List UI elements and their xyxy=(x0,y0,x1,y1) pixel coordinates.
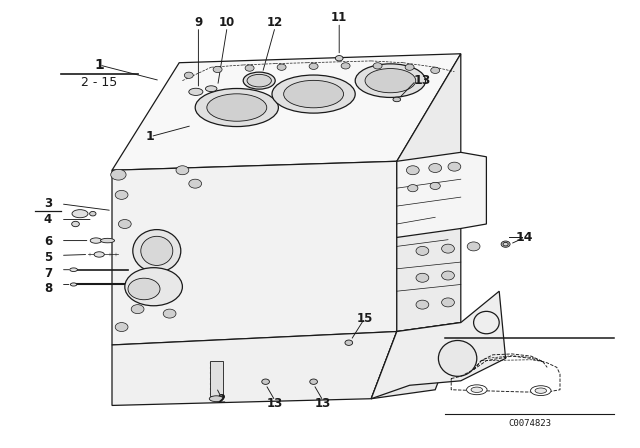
Ellipse shape xyxy=(70,283,77,286)
Ellipse shape xyxy=(213,66,222,73)
Ellipse shape xyxy=(125,268,182,306)
Ellipse shape xyxy=(393,97,401,102)
Ellipse shape xyxy=(442,271,454,280)
Text: 4: 4 xyxy=(44,213,52,226)
Ellipse shape xyxy=(503,242,508,246)
Text: 5: 5 xyxy=(44,251,52,264)
Ellipse shape xyxy=(467,385,487,395)
Ellipse shape xyxy=(284,80,344,108)
Text: 6: 6 xyxy=(44,235,52,249)
Ellipse shape xyxy=(189,179,202,188)
Text: 15: 15 xyxy=(356,311,373,325)
Ellipse shape xyxy=(277,64,286,70)
Ellipse shape xyxy=(474,311,499,334)
Ellipse shape xyxy=(405,64,414,70)
Text: 11: 11 xyxy=(331,11,348,25)
Text: 2: 2 xyxy=(217,393,225,406)
Ellipse shape xyxy=(335,56,343,61)
Ellipse shape xyxy=(345,340,353,345)
Ellipse shape xyxy=(310,379,317,384)
Polygon shape xyxy=(397,54,461,332)
Ellipse shape xyxy=(133,229,181,272)
Text: 12: 12 xyxy=(267,16,284,29)
Ellipse shape xyxy=(501,241,510,247)
Ellipse shape xyxy=(438,340,477,376)
Ellipse shape xyxy=(442,244,454,253)
Text: 13: 13 xyxy=(315,396,332,410)
Ellipse shape xyxy=(184,72,193,78)
Ellipse shape xyxy=(207,94,267,121)
Ellipse shape xyxy=(431,67,440,73)
Polygon shape xyxy=(397,152,486,237)
Ellipse shape xyxy=(467,242,480,251)
Ellipse shape xyxy=(94,252,104,257)
Ellipse shape xyxy=(471,387,483,392)
Ellipse shape xyxy=(262,379,269,384)
Ellipse shape xyxy=(72,210,88,218)
Ellipse shape xyxy=(448,162,461,171)
Ellipse shape xyxy=(111,169,126,180)
Text: 2 - 15: 2 - 15 xyxy=(81,76,117,90)
Ellipse shape xyxy=(205,86,217,91)
Ellipse shape xyxy=(309,63,318,69)
Ellipse shape xyxy=(90,211,96,216)
Text: C0074823: C0074823 xyxy=(508,419,552,428)
Ellipse shape xyxy=(115,190,128,199)
Polygon shape xyxy=(112,54,461,170)
Polygon shape xyxy=(371,323,461,399)
Ellipse shape xyxy=(531,386,551,396)
Ellipse shape xyxy=(176,166,189,175)
Text: 14: 14 xyxy=(516,231,534,244)
Text: 10: 10 xyxy=(219,16,236,29)
Text: 7: 7 xyxy=(44,267,52,280)
Ellipse shape xyxy=(247,74,271,87)
Ellipse shape xyxy=(90,238,102,243)
Ellipse shape xyxy=(408,185,418,192)
Ellipse shape xyxy=(100,238,115,243)
Ellipse shape xyxy=(355,64,426,98)
Ellipse shape xyxy=(416,300,429,309)
Ellipse shape xyxy=(189,88,203,95)
Polygon shape xyxy=(112,332,397,405)
Ellipse shape xyxy=(429,164,442,172)
Ellipse shape xyxy=(406,166,419,175)
Polygon shape xyxy=(112,161,397,345)
Ellipse shape xyxy=(141,237,173,265)
Text: 3: 3 xyxy=(44,197,52,211)
Text: 1: 1 xyxy=(94,58,104,72)
Ellipse shape xyxy=(209,396,223,401)
Text: 9: 9 xyxy=(195,16,202,29)
Ellipse shape xyxy=(72,221,79,227)
Ellipse shape xyxy=(442,298,454,307)
Ellipse shape xyxy=(131,305,144,314)
Text: 13: 13 xyxy=(267,396,284,410)
Ellipse shape xyxy=(243,72,275,89)
Ellipse shape xyxy=(416,246,429,255)
Ellipse shape xyxy=(118,220,131,228)
Ellipse shape xyxy=(163,309,176,318)
Ellipse shape xyxy=(365,69,416,93)
Ellipse shape xyxy=(430,182,440,190)
Ellipse shape xyxy=(416,273,429,282)
Ellipse shape xyxy=(195,89,278,127)
Ellipse shape xyxy=(272,75,355,113)
Ellipse shape xyxy=(535,388,547,393)
Ellipse shape xyxy=(373,63,382,69)
Ellipse shape xyxy=(115,323,128,332)
Text: 8: 8 xyxy=(44,282,52,296)
Ellipse shape xyxy=(128,278,160,300)
Ellipse shape xyxy=(341,63,350,69)
Polygon shape xyxy=(371,291,506,399)
Text: 1: 1 xyxy=(146,130,155,143)
Ellipse shape xyxy=(245,65,254,71)
Polygon shape xyxy=(210,361,223,396)
Ellipse shape xyxy=(70,268,77,271)
Text: 13: 13 xyxy=(413,74,431,87)
